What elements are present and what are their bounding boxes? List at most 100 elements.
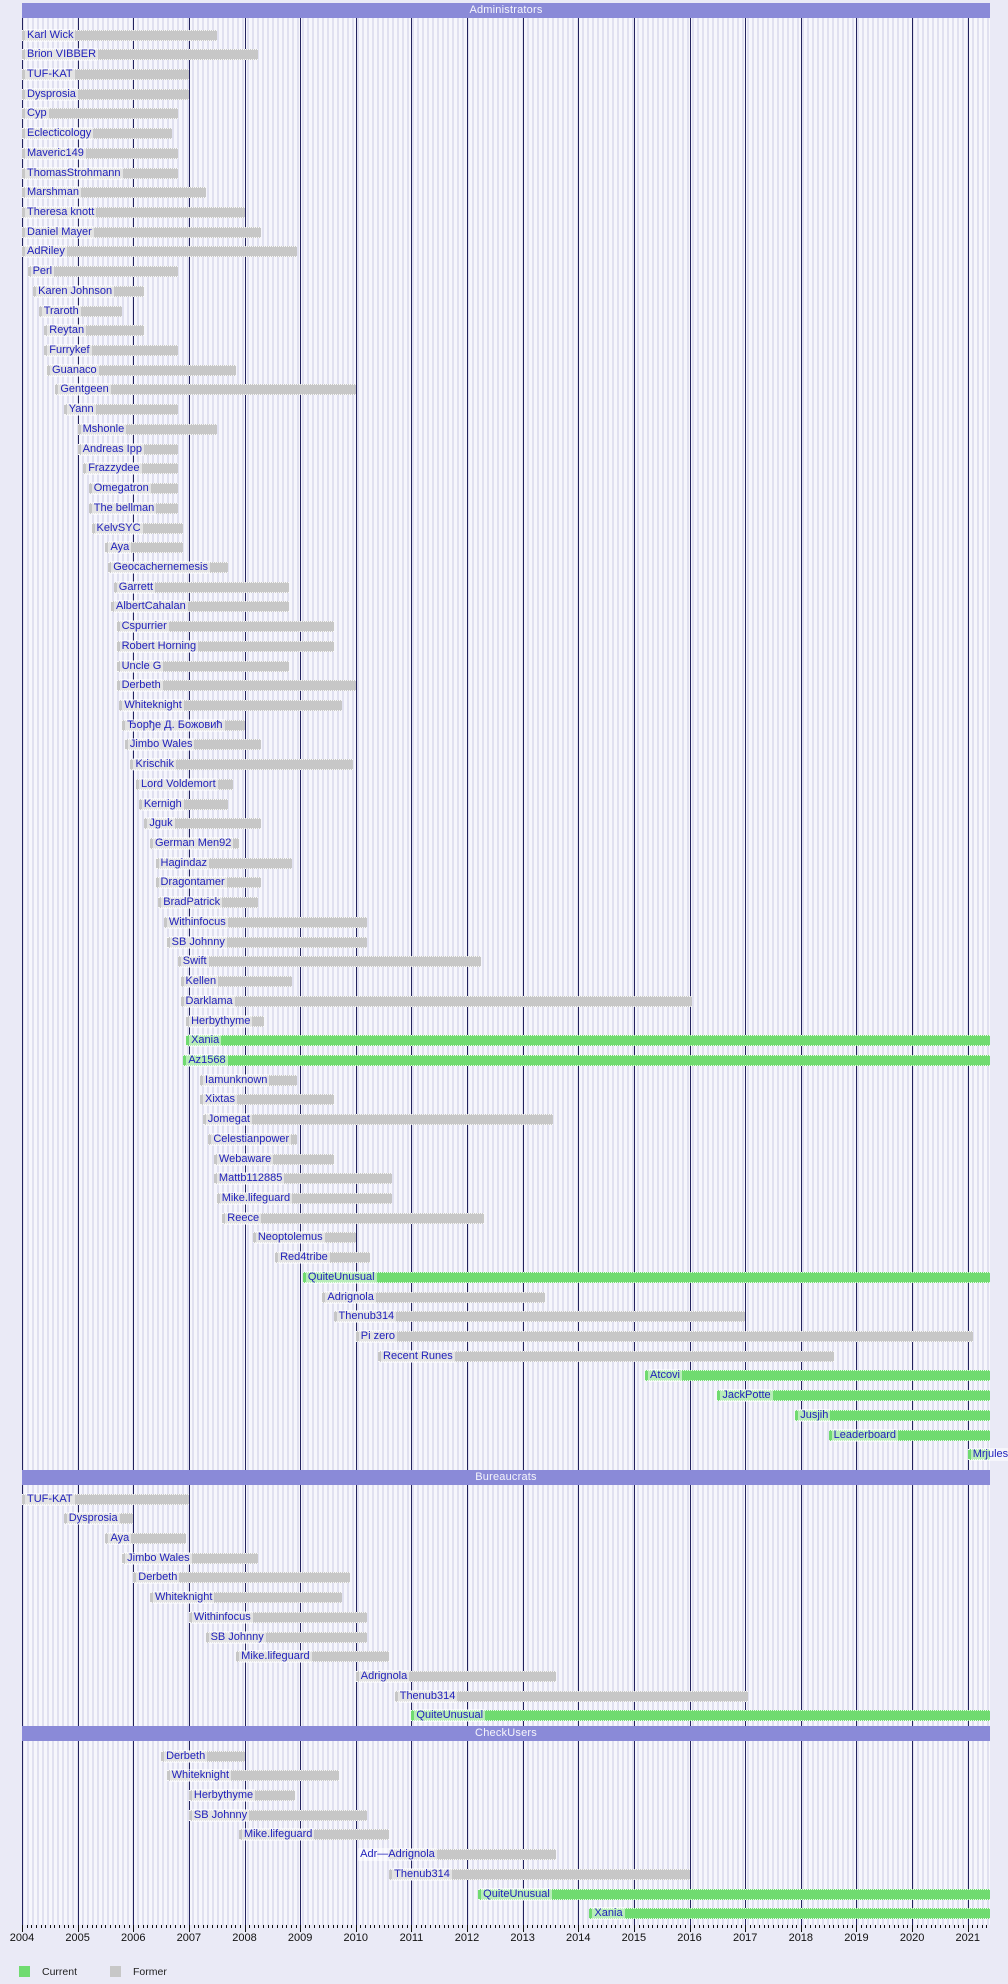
row-label[interactable]: Cspurrier bbox=[119, 620, 169, 634]
row-label[interactable]: Robert Horning bbox=[119, 639, 199, 653]
axis-minor-tick bbox=[476, 1925, 478, 1928]
row-label[interactable]: SB Johnny bbox=[191, 1808, 250, 1822]
row-label[interactable]: Withinfocus bbox=[191, 1610, 253, 1624]
row-label[interactable]: Dysprosia bbox=[66, 1512, 120, 1526]
row-label[interactable]: Xania bbox=[592, 1907, 625, 1921]
row-label[interactable]: The bellman bbox=[91, 501, 157, 515]
axis-major-tick bbox=[967, 1925, 969, 1932]
row-label[interactable]: Reece bbox=[225, 1211, 262, 1225]
axis-minor-tick bbox=[96, 1925, 98, 1928]
row-label[interactable]: Lord Voldemort bbox=[139, 777, 218, 791]
row-label[interactable]: Jusjih bbox=[798, 1408, 831, 1422]
row-label[interactable]: Frazzydee bbox=[86, 462, 142, 476]
row-label[interactable]: SB Johnny bbox=[208, 1630, 266, 1644]
row-label[interactable]: Reytan bbox=[47, 324, 87, 338]
row-label[interactable]: Daniel Mayer bbox=[25, 225, 94, 239]
row-label[interactable]: Adr—Adrignola bbox=[358, 1848, 437, 1862]
row-label[interactable]: Whiteknight bbox=[169, 1769, 232, 1783]
row-label[interactable]: Kernigh bbox=[141, 797, 184, 811]
row-label[interactable]: BradPatrick bbox=[161, 896, 223, 910]
row-label[interactable]: Karen Johnson bbox=[36, 284, 115, 298]
row-label[interactable]: Whiteknight bbox=[122, 698, 184, 712]
row-label[interactable]: Iamunknown bbox=[203, 1073, 270, 1087]
row-label[interactable]: QuiteUnusual bbox=[481, 1887, 552, 1901]
row-label[interactable]: Recent Runes bbox=[381, 1349, 455, 1363]
row-label[interactable]: AlbertCahalan bbox=[114, 600, 188, 614]
row-label[interactable]: Eclecticology bbox=[25, 127, 94, 141]
row-label[interactable]: TUF-KAT bbox=[25, 1492, 75, 1506]
row-label[interactable]: Whiteknight bbox=[152, 1591, 215, 1605]
row-label[interactable]: QuiteUnusual bbox=[305, 1270, 377, 1284]
row-label[interactable]: AdRiley bbox=[25, 245, 67, 259]
row-label[interactable]: Herbythyme bbox=[189, 1014, 253, 1028]
row-label[interactable]: German Men92 bbox=[152, 837, 234, 851]
row-label[interactable]: Karl Wick bbox=[25, 28, 76, 42]
row-label[interactable]: Jimbo Wales bbox=[125, 1551, 192, 1565]
axis-minor-tick bbox=[615, 1925, 617, 1928]
row-label[interactable]: Mike.lifeguard bbox=[239, 1650, 312, 1664]
row-label[interactable]: Hagindaz bbox=[158, 856, 209, 870]
row-label[interactable]: Mshonle bbox=[80, 422, 127, 436]
row-label[interactable]: ThomasStrohmann bbox=[25, 166, 123, 180]
row-label[interactable]: KelvSYC bbox=[94, 521, 143, 535]
row-label[interactable]: Celestianpower bbox=[211, 1132, 292, 1146]
timeline-bar bbox=[177, 956, 481, 968]
row-label[interactable]: Herbythyme bbox=[191, 1788, 256, 1802]
row-label[interactable]: Dysprosia bbox=[25, 87, 78, 101]
row-label[interactable]: TUF-KAT bbox=[25, 67, 75, 81]
row-label[interactable]: Mattb112885 bbox=[216, 1172, 285, 1186]
row-label[interactable]: Xania bbox=[189, 1034, 222, 1048]
row-label[interactable]: Theresa knott bbox=[25, 205, 97, 219]
row-label[interactable]: Thenub314 bbox=[336, 1310, 397, 1324]
row-label[interactable]: Jimbo Wales bbox=[127, 738, 195, 752]
row-label[interactable]: Red4tribe bbox=[278, 1251, 330, 1265]
row-label[interactable]: Garrett bbox=[116, 580, 156, 594]
row-label[interactable]: Mike.lifeguard bbox=[241, 1828, 315, 1842]
row-label[interactable]: Aya bbox=[108, 541, 132, 555]
row-label[interactable]: Jguk bbox=[147, 817, 175, 831]
row-label[interactable]: Derbeth bbox=[136, 1571, 180, 1585]
row-label[interactable]: Leaderboard bbox=[831, 1428, 899, 1442]
row-label[interactable]: Furrykef bbox=[47, 344, 92, 358]
row-label[interactable]: Ђорђе Д. Божовић bbox=[125, 718, 225, 732]
row-label[interactable]: Uncle G bbox=[119, 659, 164, 673]
row-label[interactable]: Darklama bbox=[183, 994, 235, 1008]
row-label[interactable]: Aya bbox=[108, 1531, 132, 1545]
row-label[interactable]: SB Johnny bbox=[169, 935, 227, 949]
row-label[interactable]: Webaware bbox=[216, 1152, 274, 1166]
row-label[interactable]: Withinfocus bbox=[166, 915, 228, 929]
row-label[interactable]: Yann bbox=[66, 403, 96, 417]
row-label[interactable]: Traroth bbox=[41, 304, 81, 318]
row-label[interactable]: Kellen bbox=[183, 975, 219, 989]
row-label[interactable]: Mrjulesd bbox=[970, 1448, 1008, 1462]
row-label[interactable]: Thenub314 bbox=[397, 1689, 458, 1703]
row-label[interactable]: Krischik bbox=[133, 758, 176, 772]
row-label[interactable]: Az1568 bbox=[186, 1053, 228, 1067]
row-label[interactable]: Mike.lifeguard bbox=[219, 1191, 293, 1205]
row-label[interactable]: Adrignola bbox=[325, 1290, 376, 1304]
axis-minor-tick bbox=[193, 1925, 195, 1928]
row-label[interactable]: Geocachernemesis bbox=[111, 560, 210, 574]
row-label[interactable]: Marshman bbox=[25, 186, 81, 200]
row-label[interactable]: Neoptolemus bbox=[255, 1231, 325, 1245]
row-label[interactable]: Derbeth bbox=[119, 679, 163, 693]
row-label[interactable]: Jomegat bbox=[205, 1113, 252, 1127]
row-label[interactable]: Dragontamer bbox=[158, 876, 227, 890]
row-label[interactable]: Derbeth bbox=[164, 1749, 208, 1763]
row-label[interactable]: Brion VIBBER bbox=[25, 48, 99, 62]
row-label[interactable]: Swift bbox=[180, 955, 209, 969]
row-label[interactable]: Pi zero bbox=[358, 1330, 398, 1344]
row-label[interactable]: Cyp bbox=[25, 107, 49, 121]
row-label[interactable]: Omegatron bbox=[91, 482, 151, 496]
row-label[interactable]: Perl bbox=[30, 265, 55, 279]
row-label[interactable]: Guanaco bbox=[50, 363, 99, 377]
row-label[interactable]: Gentgeen bbox=[58, 383, 111, 397]
row-label[interactable]: Xixtas bbox=[203, 1093, 237, 1107]
row-label[interactable]: Thenub314 bbox=[392, 1867, 452, 1881]
row-label[interactable]: Andreas Ipp bbox=[80, 442, 144, 456]
row-label[interactable]: Adrignola bbox=[358, 1669, 410, 1683]
row-label[interactable]: Maveric149 bbox=[25, 146, 86, 160]
row-label[interactable]: Atcovi bbox=[648, 1369, 683, 1383]
row-label[interactable]: JackPotte bbox=[720, 1389, 773, 1403]
row-label[interactable]: QuiteUnusual bbox=[414, 1709, 486, 1723]
